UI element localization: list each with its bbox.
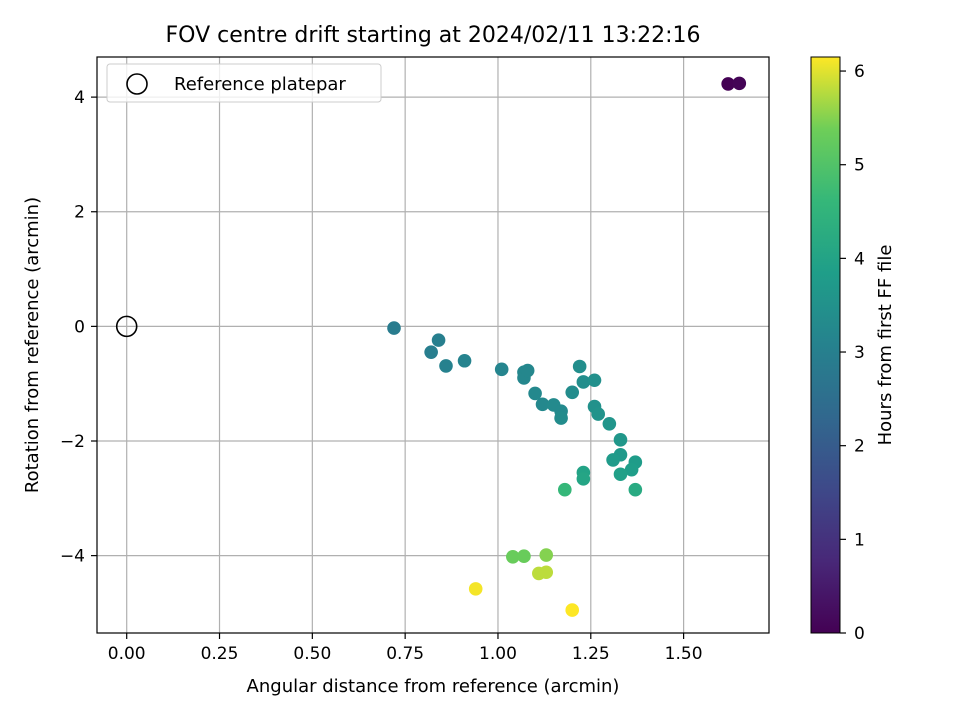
data-point [606,453,620,467]
x-tick-label: 0.75 [386,644,424,664]
reference-platepar-point [115,315,138,338]
data-point [539,548,554,562]
data-point [565,385,580,400]
colorbar-label: Hours from first FF file [875,245,896,446]
data-point [558,482,572,497]
legend: Reference platepar [106,63,382,103]
plot-frame [96,56,770,634]
x-tick-label: 0.25 [201,644,239,664]
data-point [613,433,628,447]
colorbar-tick-label: 3 [854,343,865,363]
data-point [528,386,542,401]
y-axis-ticks: −4 −2 0 2 4 [60,88,97,567]
data-point [457,353,472,368]
data-point [572,359,587,374]
y-tick-label: 4 [74,88,85,108]
data-points [387,76,747,617]
colorbar-tick-label: 5 [854,156,865,176]
data-point [554,411,568,425]
x-tick-label: 1.00 [479,644,517,664]
data-point [506,549,520,564]
data-point [439,359,453,373]
data-point [494,362,509,377]
data-point [602,417,617,431]
colorbar-tick-label: 6 [854,62,865,82]
data-point [587,373,602,388]
data-point [539,565,554,580]
data-point [520,363,535,378]
x-tick-label: 1.50 [665,644,703,664]
data-point [517,549,531,563]
y-tick-label: −2 [60,432,85,452]
colorbar: 0 1 2 3 4 5 6 Hours from first FF file [810,56,896,644]
colorbar-tick-label: 1 [854,530,865,550]
x-axis-ticks: 0.00 0.25 0.50 0.75 1.00 1.25 1.50 [108,633,703,664]
colorbar-tick-label: 2 [854,437,865,457]
x-axis-label: Angular distance from reference (arcmin) [247,676,620,697]
data-point [576,472,591,486]
data-point [576,375,591,389]
data-point [387,321,401,335]
chart-title: FOV centre drift starting at 2024/02/11 … [166,23,701,48]
data-point [535,397,550,412]
grid-lines [97,57,769,633]
colorbar-ticks: 0 1 2 3 4 5 6 [840,62,865,644]
colorbar-tick-label: 4 [854,249,865,269]
y-tick-label: −4 [60,547,85,567]
data-point [431,333,446,347]
data-point [468,582,483,596]
data-point [565,603,580,617]
legend-marker [126,73,148,95]
legend-label-reference-platepar: Reference platepar [174,74,346,95]
data-point [721,77,735,91]
legend-box [106,63,382,103]
data-point [591,407,606,421]
data-point [613,467,628,482]
x-tick-label: 0.00 [108,644,146,664]
data-point [624,462,639,477]
y-tick-label: 0 [74,317,85,337]
y-tick-label: 2 [74,203,85,223]
x-tick-label: 0.50 [293,644,331,664]
colorbar-gradient [810,56,841,634]
data-point [424,345,438,359]
data-point [732,76,747,91]
y-axis-label: Rotation from reference (arcmin) [22,197,43,493]
data-point [628,482,643,497]
colorbar-tick-label: 0 [854,624,865,644]
x-tick-label: 1.25 [572,644,610,664]
